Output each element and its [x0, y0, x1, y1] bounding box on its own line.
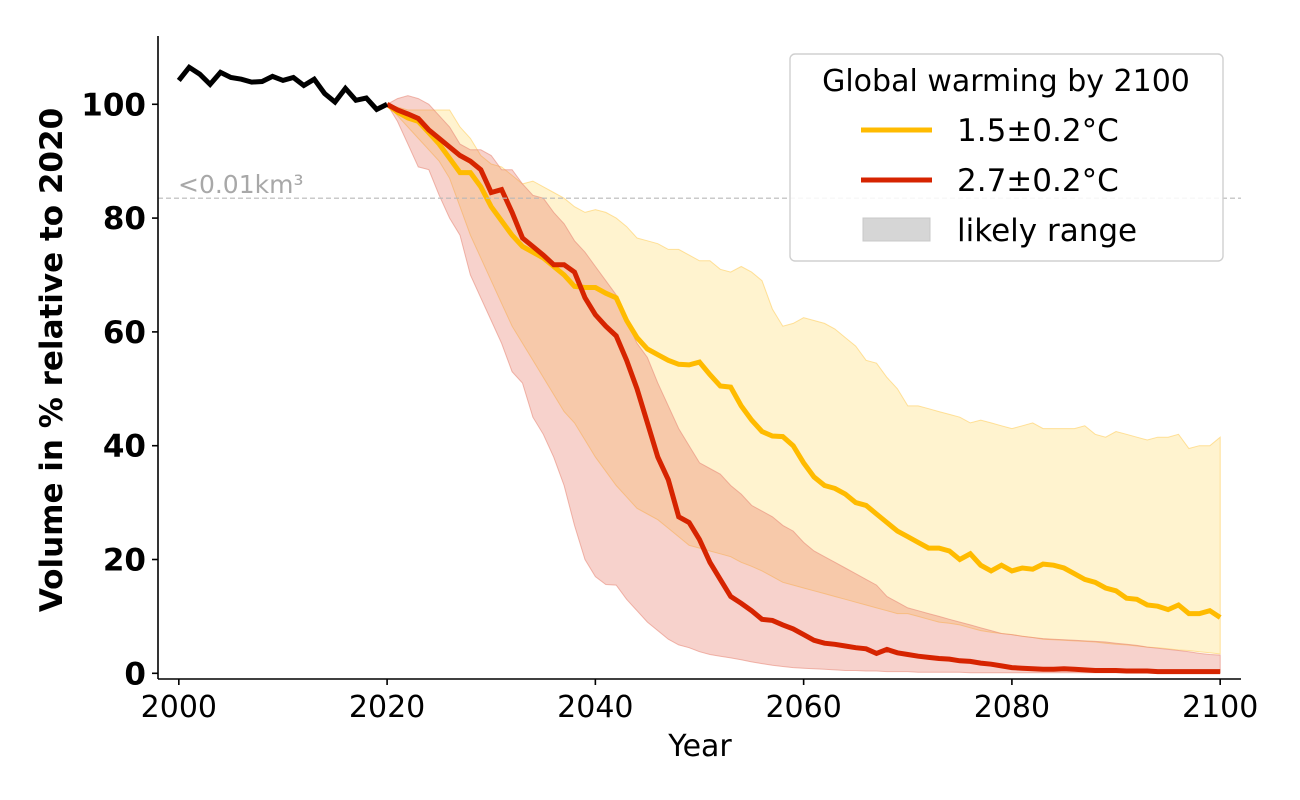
x-axis-title: Year	[667, 729, 732, 764]
x-tick-label: 2000	[141, 690, 217, 725]
median-line-1p5	[385, 102, 1222, 620]
reference-line-label: <0.01km³	[178, 170, 303, 199]
y-tick-label: 60	[103, 315, 146, 351]
reference-line-group: <0.01km³	[158, 170, 1241, 199]
y-ticks: 0 20 40 60 80 100	[81, 87, 158, 692]
y-tick-label: 0	[124, 656, 146, 692]
x-tick-label: 2020	[349, 690, 425, 725]
median-lines	[176, 63, 1222, 675]
y-axis-title: Volume in % relative to 2020	[34, 108, 70, 612]
x-tick-label: 2040	[557, 690, 633, 725]
axes	[157, 36, 1241, 680]
y-tick-label: 100	[81, 87, 146, 123]
x-ticks: 2000 2020 2040 2060 2080 2100	[141, 679, 1258, 725]
likely-range-band-2p7	[386, 95, 1221, 674]
legend-frame	[789, 53, 1224, 262]
legend-title: Global warming by 2100	[822, 64, 1190, 99]
x-tick-label: 2080	[974, 690, 1050, 725]
observed-line	[176, 63, 389, 113]
median-line-2p7	[385, 102, 1221, 675]
x-tick-label: 2100	[1182, 690, 1258, 725]
x-tick-label: 2060	[765, 690, 841, 725]
y-tick-label: 80	[103, 201, 146, 237]
legend-label-2p7: 2.7±0.2°C	[957, 163, 1119, 199]
legend-label-likely-range: likely range	[957, 213, 1137, 249]
y-tick-label: 40	[103, 429, 146, 465]
legend-label-1p5: 1.5±0.2°C	[957, 113, 1119, 149]
legend: Global warming by 2100 1.5±0.2°C 2.7±0.2…	[789, 53, 1224, 262]
likely-range-bands	[385, 95, 1221, 674]
likely-range-band-1p5	[385, 103, 1221, 655]
legend-swatch-likely-range	[862, 217, 931, 242]
y-tick-label: 20	[103, 543, 146, 579]
